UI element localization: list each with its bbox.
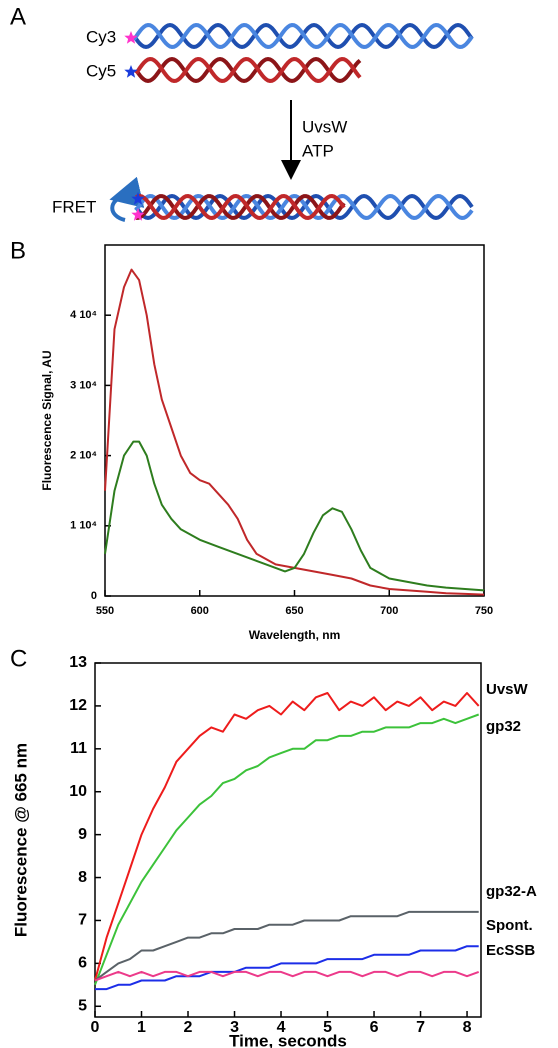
y-tick-label: 11 xyxy=(70,740,87,757)
panel-label: A xyxy=(10,3,26,30)
y-tick-label: 3 10⁴ xyxy=(70,379,97,391)
y-tick-label: 13 xyxy=(69,654,87,671)
legend-label: gp32 xyxy=(486,718,521,735)
plot-frame xyxy=(94,662,482,1018)
data-line xyxy=(94,910,479,982)
x-axis-label: Wavelength, nm xyxy=(249,628,341,642)
x-tick-label: 700 xyxy=(380,605,398,617)
x-tick-label: 6 xyxy=(370,1019,379,1036)
x-tick-label: 1 xyxy=(137,1019,146,1036)
data-line xyxy=(104,440,485,592)
y-axis-label: Fluorescence Signal, AU xyxy=(40,350,54,490)
panel-label: C xyxy=(10,645,27,672)
data-line xyxy=(94,713,480,986)
x-tick-label: 7 xyxy=(416,1019,425,1036)
helix xyxy=(134,56,362,84)
x-tick-label: 3 xyxy=(230,1019,239,1036)
x-tick-label: 0 xyxy=(91,1019,100,1036)
x-tick-label: 8 xyxy=(463,1019,472,1036)
y-tick-label: 0 xyxy=(91,590,97,602)
panel-label: B xyxy=(10,237,26,264)
reagent-label: UvsW xyxy=(302,117,347,136)
x-tick-label: 600 xyxy=(191,605,209,617)
legend-label: UvsW xyxy=(486,681,529,698)
fret-label: FRET xyxy=(52,197,96,216)
data-line xyxy=(104,268,485,596)
data-line xyxy=(94,692,480,981)
reagent-label: ATP xyxy=(302,141,334,160)
legend-label: gp32-A xyxy=(486,883,537,900)
x-tick-label: 550 xyxy=(96,605,114,617)
dye-star xyxy=(131,208,145,221)
y-tick-label: 9 xyxy=(78,826,87,843)
y-tick-label: 2 10⁴ xyxy=(70,450,97,462)
fret-arrow xyxy=(109,176,145,222)
x-tick-label: 2 xyxy=(184,1019,193,1036)
x-tick-label: 650 xyxy=(285,605,303,617)
helix xyxy=(134,56,362,84)
dna-diagram xyxy=(124,22,474,221)
x-axis-label: Time, seconds xyxy=(229,1031,347,1048)
helix xyxy=(132,22,474,50)
y-tick-label: 1 10⁴ xyxy=(70,520,97,532)
data-line xyxy=(95,945,479,991)
dye-label: Cy5 xyxy=(86,61,116,80)
y-tick-label: 6 xyxy=(78,955,87,972)
y-tick-label: 10 xyxy=(69,783,87,800)
helix xyxy=(135,193,346,221)
x-tick-label: 5 xyxy=(323,1019,332,1036)
dye-star xyxy=(131,192,145,205)
legend-label: Spont. xyxy=(486,917,533,934)
x-tick-label: 4 xyxy=(277,1019,286,1036)
y-tick-label: 5 xyxy=(78,997,87,1014)
dye-label: Cy3 xyxy=(86,27,116,46)
y-tick-label: 4 10⁴ xyxy=(70,309,97,321)
x-tick-label: 750 xyxy=(475,605,493,617)
y-tick-label: 8 xyxy=(78,869,87,886)
dye-star xyxy=(124,65,138,78)
y-tick-label: 7 xyxy=(78,912,87,929)
dye-star xyxy=(124,31,138,44)
legend-label: EcSSB xyxy=(486,942,535,959)
y-axis-label: Fluorescence @ 665 nm xyxy=(11,743,30,937)
plot-frame xyxy=(104,244,485,597)
data-line xyxy=(94,970,480,982)
helix xyxy=(136,194,346,220)
y-tick-label: 12 xyxy=(69,697,87,714)
